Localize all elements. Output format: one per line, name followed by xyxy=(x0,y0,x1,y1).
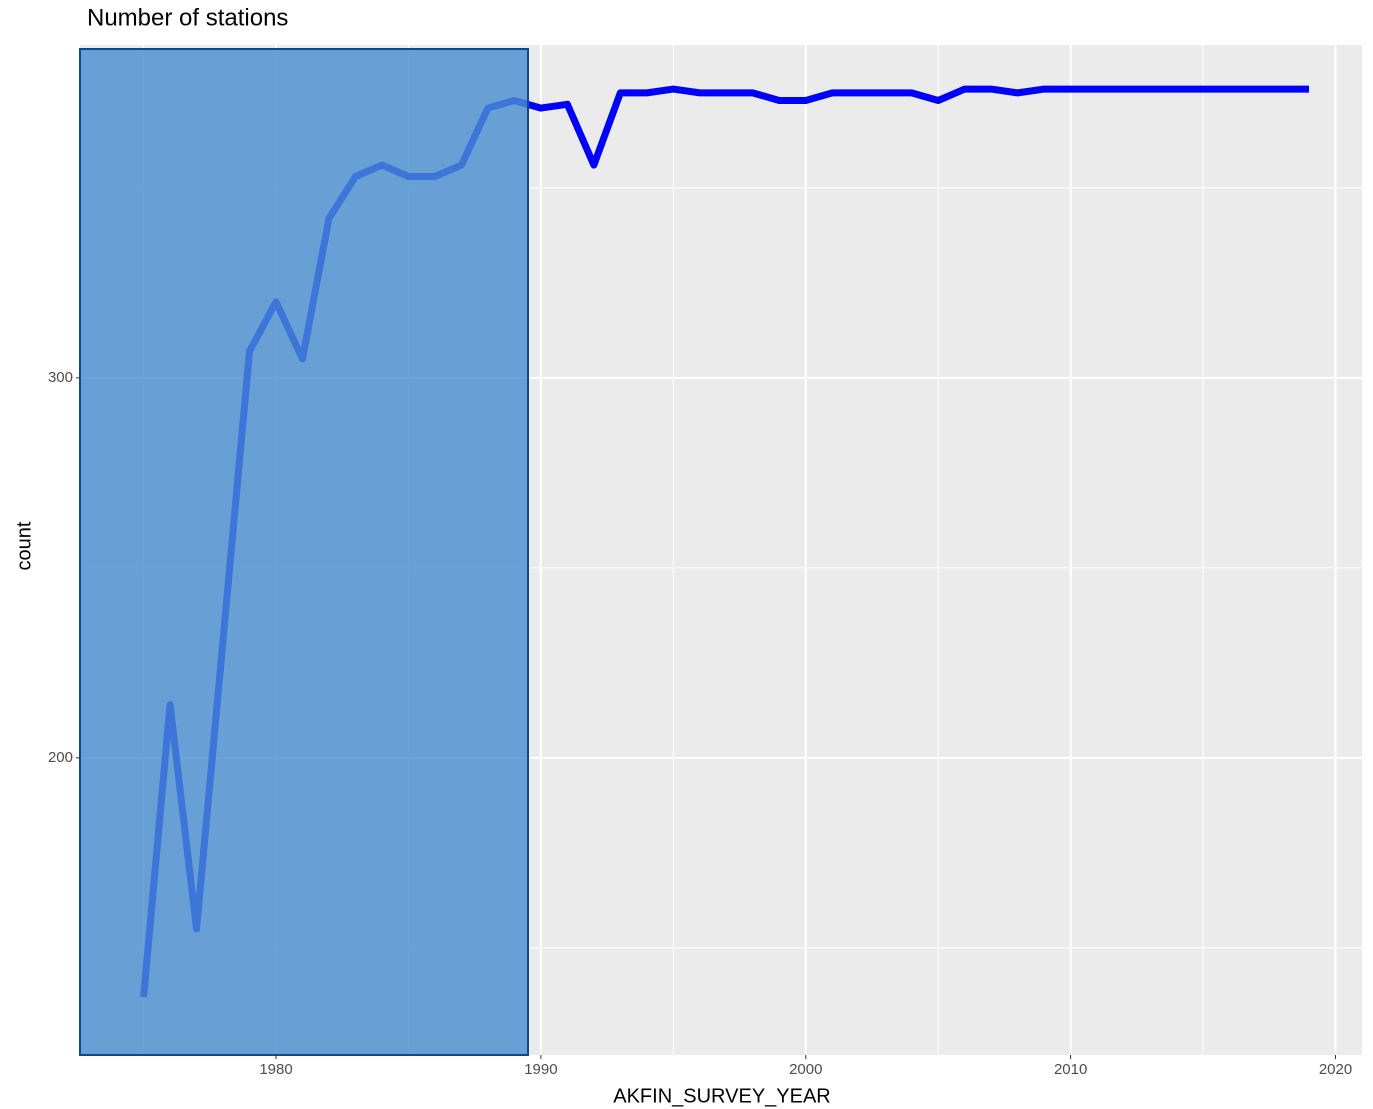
y-tick-label: 300 xyxy=(48,369,73,386)
brush-selection[interactable] xyxy=(79,48,529,1056)
x-tick-label: 2000 xyxy=(789,1061,822,1078)
x-axis-title: AKFIN_SURVEY_YEAR xyxy=(613,1085,831,1107)
x-tick-label: 2020 xyxy=(1319,1061,1352,1078)
axes: 200 300 1980 1990 2000 2010 2020 xyxy=(48,369,1352,1078)
x-tick-label: 1990 xyxy=(524,1061,557,1078)
x-tick-label: 2010 xyxy=(1054,1061,1087,1078)
y-axis-title: count xyxy=(13,521,35,570)
y-tick-label: 200 xyxy=(48,749,73,766)
x-tick-label: 1980 xyxy=(259,1061,292,1078)
chart-title: Number of stations xyxy=(87,4,288,31)
